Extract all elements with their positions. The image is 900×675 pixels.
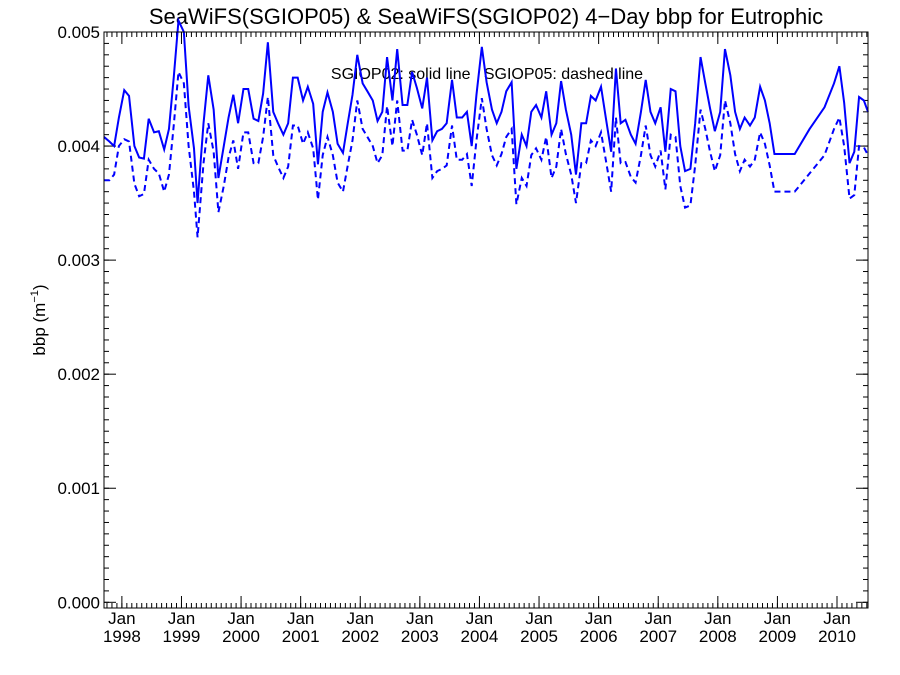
x-tick-label-month: Jan — [645, 609, 672, 628]
plot-series — [103, 16, 869, 238]
x-tick-label-year: 2005 — [520, 627, 558, 646]
x-tick-label-year: 2004 — [461, 627, 499, 646]
axis-ticks — [104, 31, 868, 608]
x-tick-label-month: Jan — [585, 609, 612, 628]
x-tick-label-year: 1998 — [103, 627, 141, 646]
x-tick-label-month: Jan — [287, 609, 314, 628]
x-tick-label-month: Jan — [764, 609, 791, 628]
x-tick-label-month: Jan — [227, 609, 254, 628]
x-tick-label-year: 2001 — [282, 627, 320, 646]
x-tick-label-month: Jan — [823, 609, 850, 628]
series-line-dashed — [104, 68, 869, 238]
x-tick-label-year: 2006 — [580, 627, 618, 646]
plot-frame — [103, 31, 869, 609]
x-tick-label-year: 2000 — [222, 627, 260, 646]
y-tick-label: 0.002 — [57, 365, 100, 384]
tick-labels: 0.0000.0010.0020.0030.0040.005Jan1998Jan… — [57, 23, 855, 646]
x-tick-label-year: 2010 — [818, 627, 856, 646]
x-tick-label-month: Jan — [704, 609, 731, 628]
x-tick-label-year: 2002 — [341, 627, 379, 646]
x-tick-label-month: Jan — [168, 609, 195, 628]
x-tick-label-month: Jan — [406, 609, 433, 628]
x-tick-label-year: 2007 — [639, 627, 677, 646]
y-tick-label: 0.001 — [57, 479, 100, 498]
y-tick-label: 0.000 — [57, 593, 100, 612]
line-style-annotation: SGIOP02: solid line SGIOP05: dashed line — [331, 66, 643, 83]
x-tick-label-month: Jan — [525, 609, 552, 628]
x-tick-label-month: Jan — [466, 609, 493, 628]
series-line-solid — [103, 16, 869, 204]
x-tick-label-month: Jan — [108, 609, 135, 628]
x-tick-label-year: 2008 — [699, 627, 737, 646]
y-axis-label-base: bbp (m — [30, 303, 49, 356]
y-axis-label-close: ) — [30, 284, 49, 290]
y-axis-label: bbp (m−1) — [29, 284, 49, 355]
y-axis-label-exponent: −1 — [29, 290, 41, 303]
x-tick-label-year: 2003 — [401, 627, 439, 646]
y-tick-label: 0.004 — [57, 137, 100, 156]
y-tick-label: 0.005 — [57, 23, 100, 42]
chart-title: SeaWiFS(SGIOP05) & SeaWiFS(SGIOP02) 4−Da… — [149, 4, 823, 29]
x-tick-label-year: 1999 — [163, 627, 201, 646]
x-tick-label-year: 2009 — [759, 627, 797, 646]
x-tick-label-month: Jan — [347, 609, 374, 628]
y-tick-label: 0.003 — [57, 251, 100, 270]
